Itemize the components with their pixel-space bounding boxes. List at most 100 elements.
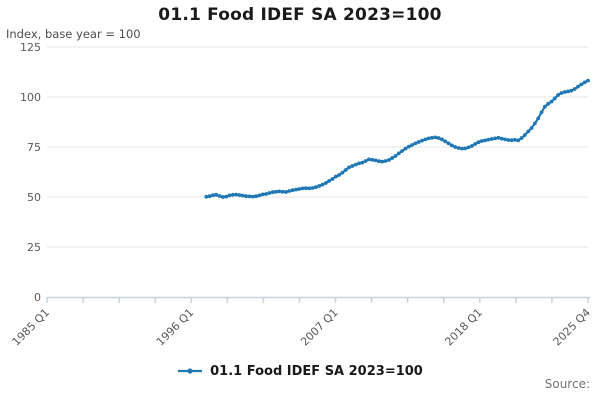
data-point-marker <box>416 140 421 144</box>
data-point-marker <box>410 143 414 147</box>
data-point-marker <box>546 101 551 106</box>
data-point-marker <box>231 192 235 197</box>
data-point-marker <box>463 146 468 151</box>
data-point-marker <box>217 194 222 198</box>
data-point-marker <box>562 90 567 94</box>
data-point-marker <box>426 136 431 141</box>
legend[interactable]: 01.1 Food IDEF SA 2023=100 <box>0 361 600 381</box>
data-point-marker <box>377 159 381 164</box>
data-point-marker <box>370 157 375 162</box>
data-point-marker <box>566 89 570 94</box>
data-point-marker <box>360 160 365 165</box>
data-point-marker <box>274 189 278 194</box>
data-point-marker <box>579 82 584 87</box>
data-point-marker <box>390 156 395 160</box>
data-point-marker <box>450 143 454 148</box>
y-tick-label: 25 <box>27 241 41 254</box>
data-point-marker <box>483 138 487 143</box>
data-point-marker <box>489 137 494 141</box>
data-point-marker <box>460 146 464 151</box>
data-point-marker <box>207 194 212 199</box>
data-point-marker <box>357 161 361 166</box>
data-point-marker <box>287 189 292 193</box>
data-point-marker <box>493 136 497 141</box>
data-point-marker <box>552 96 557 101</box>
data-series[interactable] <box>204 78 590 199</box>
data-point-marker <box>320 182 325 187</box>
data-point-marker <box>387 158 391 162</box>
data-point-marker <box>393 154 398 158</box>
data-point-marker <box>466 145 471 150</box>
data-point-marker <box>576 84 580 89</box>
y-axis-note: Index, base year = 100 <box>6 27 141 41</box>
data-point-marker <box>343 168 348 172</box>
data-point-marker <box>469 144 474 148</box>
data-point-marker <box>413 141 418 146</box>
data-point-marker <box>304 186 308 191</box>
data-point-marker <box>257 193 262 198</box>
data-point-marker <box>350 164 355 168</box>
data-point-marker <box>353 162 358 167</box>
data-point-marker <box>313 185 318 190</box>
data-point-marker <box>367 157 371 162</box>
data-point-marker <box>337 173 341 177</box>
data-line <box>206 79 589 199</box>
data-point-marker <box>270 190 275 195</box>
data-point-marker <box>330 177 335 181</box>
data-point-marker <box>440 137 444 142</box>
y-tick-label: 100 <box>20 91 41 104</box>
data-point-marker <box>479 139 484 143</box>
legend-label: 01.1 Food IDEF SA 2023=100 <box>210 363 423 379</box>
data-point-marker <box>572 87 577 91</box>
x-tick-label: 2007 Q1 <box>298 306 341 349</box>
y-tick-label: 0 <box>34 291 41 304</box>
data-point-marker <box>473 142 478 146</box>
x-tick-label: 1996 Q1 <box>154 306 197 349</box>
data-point-marker <box>294 187 298 192</box>
data-point-marker <box>476 140 481 145</box>
data-point-marker <box>247 194 252 199</box>
data-point-marker <box>284 190 288 194</box>
data-point-marker <box>221 195 225 199</box>
data-point-marker <box>267 191 272 195</box>
data-point-marker <box>214 192 219 197</box>
data-point-marker <box>539 110 544 115</box>
data-point-marker <box>499 136 504 141</box>
data-point-marker <box>227 193 232 198</box>
data-point-marker <box>556 93 560 97</box>
data-point-marker <box>516 138 521 143</box>
data-point-marker <box>264 192 268 196</box>
data-point-marker <box>300 186 305 191</box>
data-point-marker <box>363 159 368 163</box>
data-point-marker <box>406 144 411 149</box>
data-point-marker <box>443 139 448 144</box>
data-point-marker <box>496 135 501 140</box>
data-point-marker <box>430 135 434 140</box>
data-point-marker <box>204 194 209 199</box>
data-point-marker <box>420 138 424 143</box>
x-tick-label: 2018 Q1 <box>442 306 485 349</box>
chart-title: 01.1 Food IDEF SA 2023=100 <box>158 5 442 25</box>
data-point-marker <box>519 136 524 140</box>
data-point-marker <box>533 121 537 126</box>
data-point-marker <box>327 179 331 183</box>
legend-line-marker-icon <box>178 368 203 374</box>
data-point-marker <box>403 146 408 151</box>
data-point-marker <box>486 137 491 142</box>
data-point-marker <box>310 186 315 190</box>
data-point-marker <box>380 159 385 164</box>
y-tick-label: 50 <box>27 191 41 204</box>
data-point-marker <box>569 88 574 93</box>
data-point-marker <box>240 193 245 198</box>
data-point-marker <box>373 158 378 163</box>
data-point-marker <box>503 137 507 142</box>
data-point-marker <box>586 78 590 83</box>
data-point-marker <box>333 174 338 179</box>
data-point-marker <box>244 194 249 199</box>
data-point-marker <box>290 188 295 193</box>
data-point-marker <box>456 146 461 150</box>
data-point-marker <box>383 159 388 163</box>
data-point-marker <box>317 184 322 188</box>
data-point-marker <box>433 135 438 140</box>
